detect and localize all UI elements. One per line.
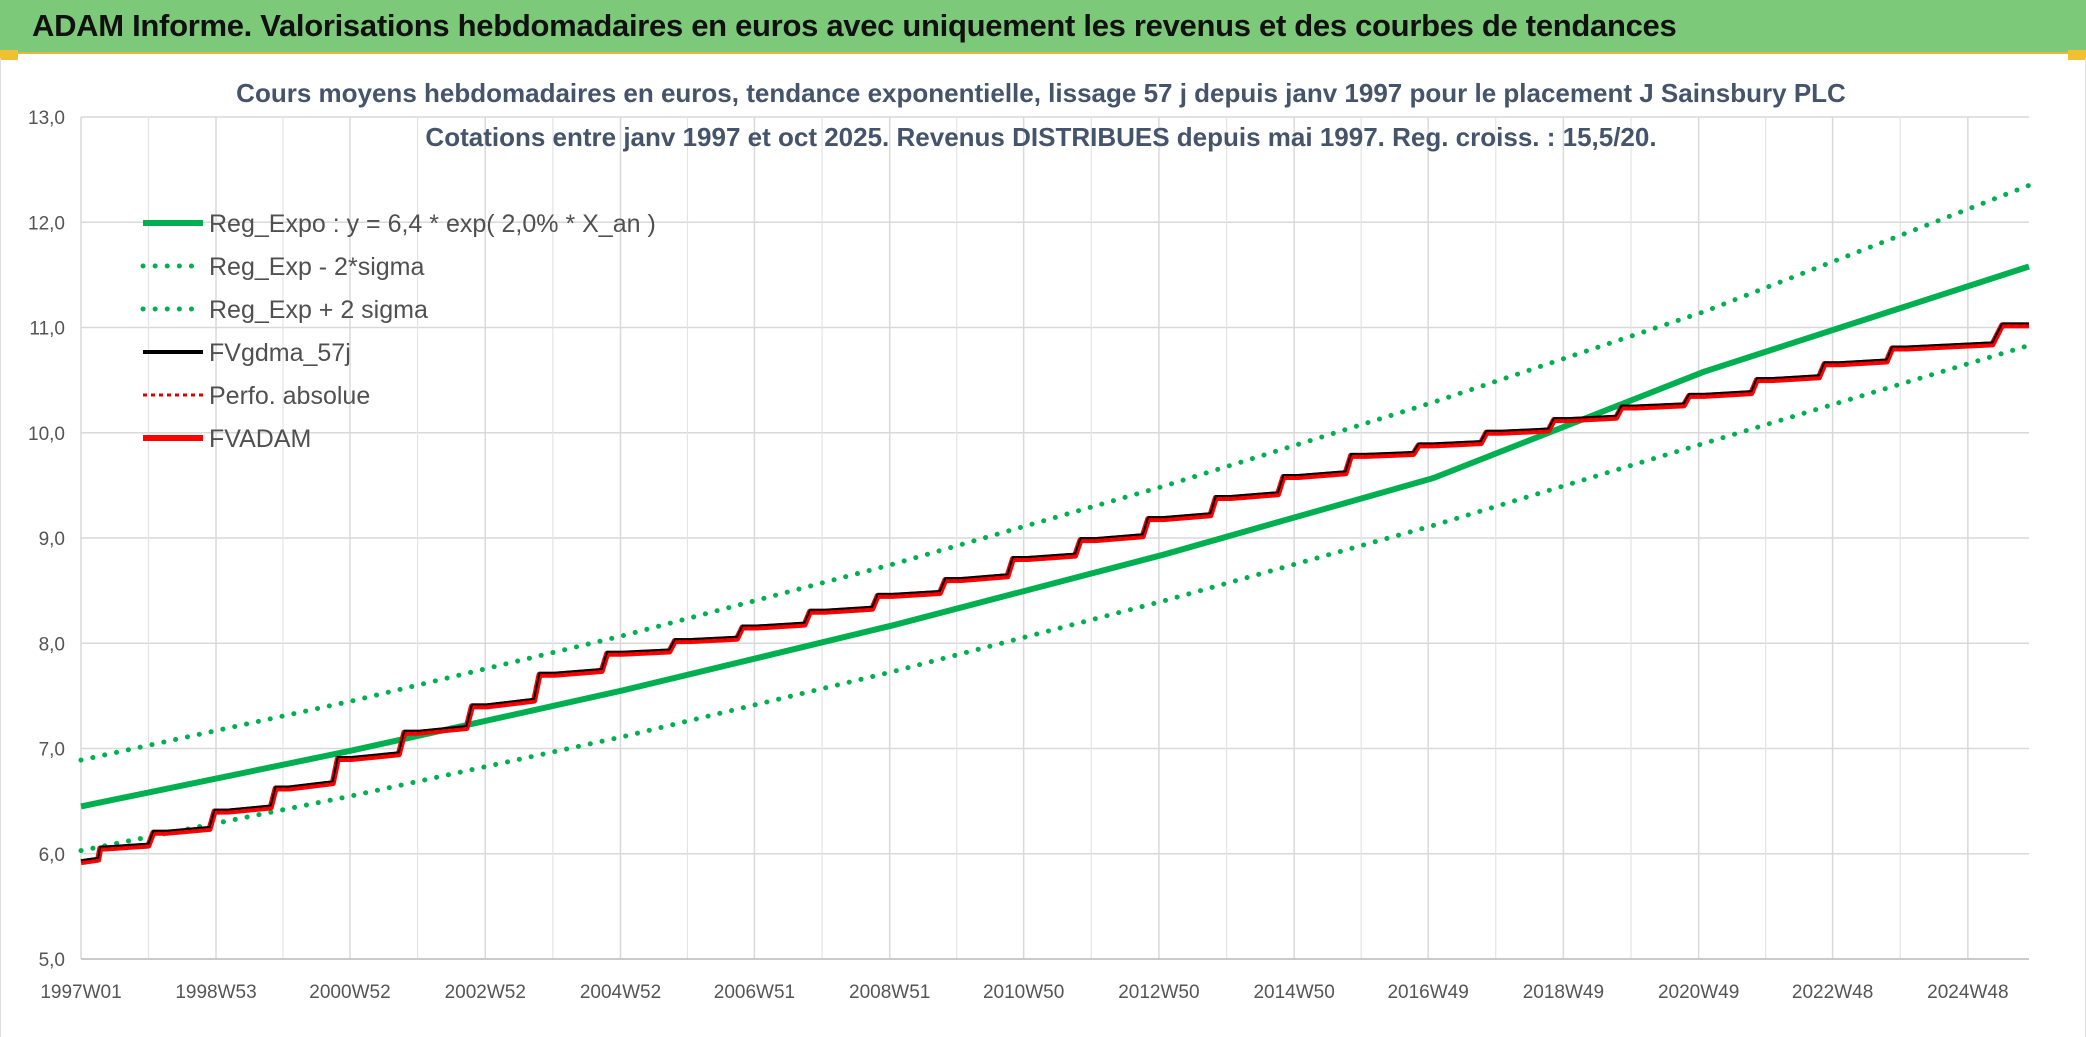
- series-lines: [78, 182, 2032, 866]
- y-tick-label: 7,0: [39, 740, 65, 761]
- y-tick-label: 10,0: [28, 424, 65, 445]
- y-tick-label: 5,0: [39, 950, 65, 971]
- y-axis-ticks: 5,0 6,0 7,0 8,0 9,0 10,0 11,0 12,0 13,0: [28, 108, 65, 971]
- x-tick-label: 1997W01: [40, 982, 121, 1003]
- x-tick-label: 2006W51: [714, 982, 795, 1003]
- corner-mark-left: [0, 50, 18, 60]
- x-tick-label: 2008W51: [849, 982, 930, 1003]
- series-line-3: [80, 322, 2029, 862]
- series-line-1: [78, 342, 2032, 854]
- y-tick-label: 12,0: [28, 213, 65, 234]
- line-chart: Cours moyens hebdomadaires en euros, ten…: [28, 78, 2032, 1003]
- x-tick-label: 1998W53: [175, 982, 256, 1003]
- series-line-4: [80, 324, 2029, 864]
- gridlines: [80, 116, 2029, 960]
- x-axis-ticks: 1997W01 1998W53 2000W52 2002W52 2004W52 2006W…: [40, 982, 2008, 1003]
- x-tick-label: 2004W52: [580, 982, 661, 1003]
- legend-label-3: FVgdma_57j: [209, 339, 351, 367]
- legend: Reg_Expo : y = 6,4 * exp( 2,0% * X_an ) R…: [140, 210, 656, 453]
- x-tick-label: 2012W50: [1118, 982, 1199, 1003]
- report-banner: ADAM Informe. Valorisations hebdomadaire…: [0, 0, 2086, 54]
- corner-mark-right: [2068, 50, 2086, 60]
- legend-label-4: Perfo. absolue: [209, 382, 370, 410]
- legend-label-5: FVADAM: [209, 425, 311, 453]
- y-tick-label: 13,0: [28, 108, 65, 129]
- report-title: ADAM Informe. Valorisations hebdomadaire…: [32, 8, 1677, 43]
- series-line-0: [80, 263, 2030, 810]
- chart-subtitle: Cotations entre janv 1997 et oct 2025. R…: [425, 122, 1656, 152]
- x-tick-label: 2002W52: [445, 982, 526, 1003]
- legend-label-0: Reg_Expo : y = 6,4 * exp( 2,0% * X_an ): [209, 210, 656, 238]
- y-tick-label: 6,0: [39, 845, 65, 866]
- x-tick-label: 2022W48: [1792, 982, 1873, 1003]
- legend-label-2: Reg_Exp + 2 sigma: [209, 296, 428, 324]
- x-tick-label: 2000W52: [309, 982, 390, 1003]
- y-tick-label: 8,0: [39, 634, 65, 655]
- chart-area: Cours moyens hebdomadaires en euros, ten…: [0, 58, 2086, 1037]
- x-tick-label: 2020W49: [1658, 982, 1739, 1003]
- legend-label-1: Reg_Exp - 2*sigma: [209, 253, 424, 281]
- x-tick-label: 2014W50: [1253, 982, 1334, 1003]
- x-tick-label: 2024W48: [1927, 982, 2008, 1003]
- y-tick-label: 11,0: [29, 319, 65, 340]
- x-tick-label: 2018W49: [1523, 982, 1604, 1003]
- chart-title: Cours moyens hebdomadaires en euros, ten…: [236, 78, 1846, 108]
- x-tick-label: 2016W49: [1387, 982, 1468, 1003]
- y-tick-label: 9,0: [39, 529, 65, 550]
- series-line-5: [80, 322, 2029, 866]
- x-tick-label: 2010W50: [983, 982, 1064, 1003]
